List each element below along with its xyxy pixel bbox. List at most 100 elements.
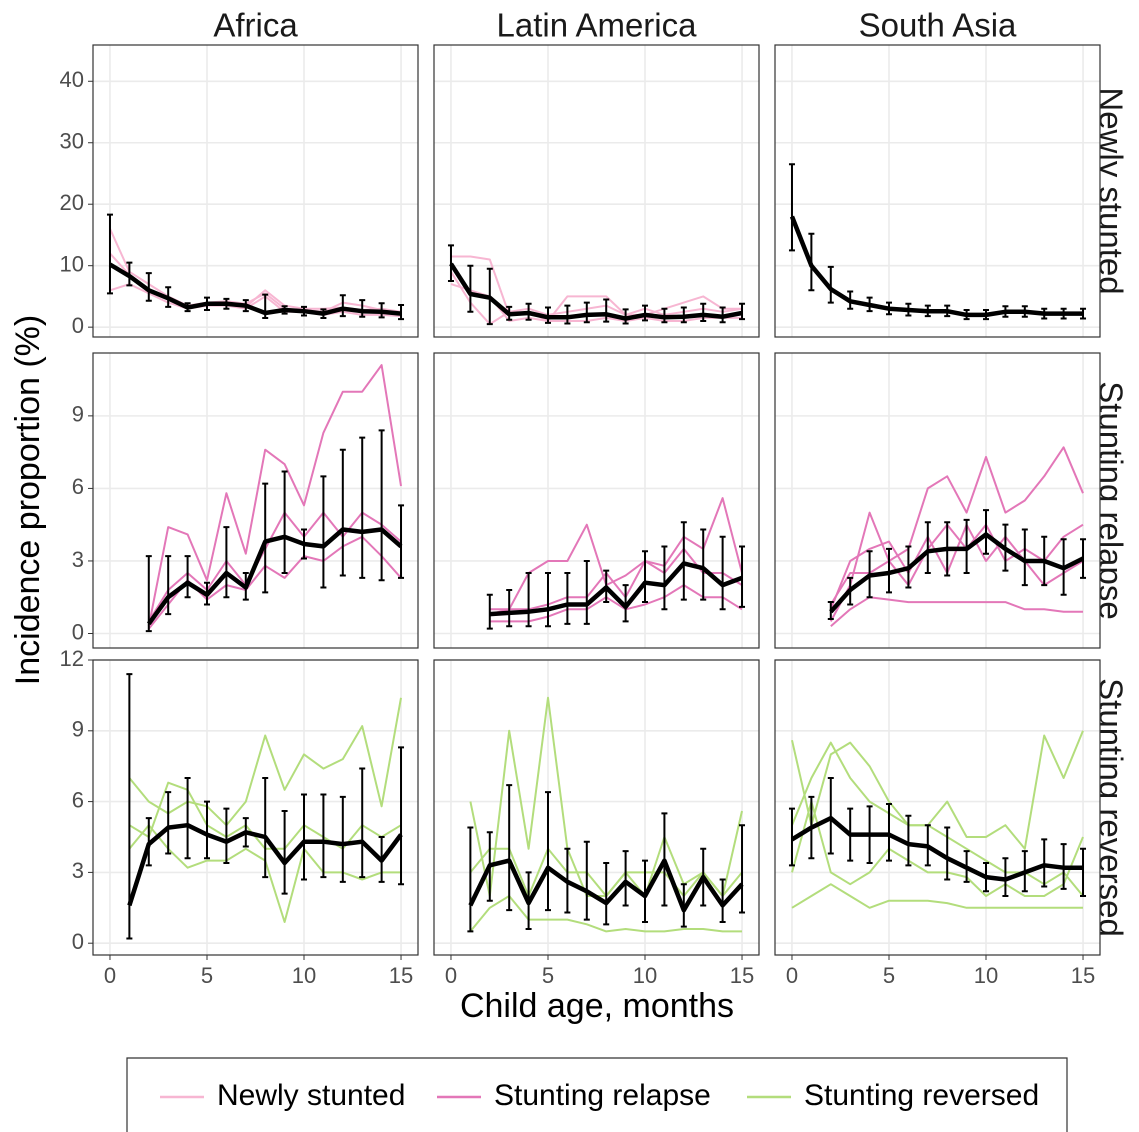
error-bar	[281, 470, 288, 575]
pooled-line	[790, 815, 1083, 882]
error-bar	[583, 559, 590, 625]
panel	[92, 659, 419, 956]
error-bar	[339, 294, 346, 318]
cohort-line	[147, 364, 402, 627]
error-bar	[885, 547, 892, 594]
error-bar	[106, 213, 113, 295]
error-bar	[603, 298, 610, 323]
error-bar	[622, 584, 629, 623]
panel	[92, 352, 419, 649]
pooled-line	[468, 858, 744, 913]
cohort-line	[829, 446, 1084, 622]
panel-border	[433, 659, 760, 956]
x-tick-label: 15	[1071, 963, 1095, 988]
panel-background	[775, 353, 1100, 648]
legend-label: Stunting relapse	[494, 1079, 711, 1112]
error-bar	[739, 302, 746, 321]
error-bar	[320, 475, 327, 589]
cohort-line	[489, 584, 743, 623]
pooled-line	[829, 532, 1085, 614]
y-tick-label: 3	[72, 547, 84, 572]
error-bar	[1080, 307, 1087, 320]
x-tick-label: 10	[633, 963, 657, 988]
column-label: Latin America	[497, 7, 698, 44]
panel-border	[774, 352, 1101, 649]
panel-border	[774, 659, 1101, 956]
error-bar	[145, 272, 152, 302]
error-bar	[905, 814, 912, 867]
error-bar	[827, 265, 834, 304]
error-bar	[506, 588, 513, 628]
error-bar	[359, 767, 366, 879]
error-bar	[622, 850, 629, 907]
panel	[433, 659, 760, 956]
panel-border	[92, 352, 419, 649]
cohort-line	[451, 255, 742, 322]
error-bar	[924, 521, 931, 575]
legend-label: Stunting reversed	[804, 1079, 1039, 1112]
pooled-line	[108, 262, 402, 316]
cohort-line	[791, 883, 1083, 909]
panel-background	[775, 660, 1100, 955]
panel-background	[93, 660, 418, 955]
panel-border	[774, 44, 1101, 338]
column-label: Africa	[213, 7, 298, 44]
panel	[774, 659, 1101, 956]
cohort-line	[128, 697, 402, 827]
x-tick-label: 10	[292, 963, 316, 988]
error-bar	[983, 509, 990, 555]
error-bar	[739, 545, 746, 608]
legend-label: Newly stunted	[217, 1079, 405, 1112]
x-tick-label: 5	[201, 963, 213, 988]
error-bar	[564, 304, 571, 325]
panel	[92, 44, 419, 338]
panel-border	[433, 352, 760, 649]
error-bar	[603, 861, 610, 926]
cohort-line	[791, 800, 1084, 897]
error-bar	[506, 784, 513, 912]
legend-box	[126, 1057, 1068, 1132]
pooled-line	[127, 822, 403, 907]
error-bar	[467, 264, 474, 313]
cohort-line	[830, 596, 1083, 627]
error-bar	[719, 878, 726, 923]
error-bar	[339, 448, 346, 577]
error-bar	[184, 555, 191, 599]
x-tick-label: 0	[786, 963, 798, 988]
x-tick-label: 0	[445, 963, 457, 988]
x-tick-label: 5	[883, 963, 895, 988]
error-bar	[320, 793, 327, 879]
pooled-line	[146, 527, 403, 626]
y-tick-label: 3	[72, 858, 84, 883]
panel-background	[775, 45, 1100, 337]
y-tick-label: 12	[60, 646, 84, 671]
error-bar	[700, 302, 707, 323]
error-bar	[1041, 838, 1048, 888]
error-bar	[126, 673, 133, 940]
error-bar	[583, 840, 590, 921]
cohort-line	[450, 271, 743, 326]
panel-border	[92, 44, 419, 338]
error-bar	[165, 555, 172, 616]
cohort-line	[147, 511, 402, 622]
error-bar	[223, 526, 230, 599]
y-tick-label: 0	[72, 929, 84, 954]
error-bar	[359, 436, 366, 579]
panel-border	[92, 659, 419, 956]
error-bar	[642, 859, 649, 923]
panel	[774, 352, 1101, 649]
panel	[774, 44, 1101, 338]
y-axis-title: Incidence proportion (%)	[9, 315, 47, 685]
pooled-line	[449, 262, 743, 321]
error-bar	[398, 746, 405, 886]
error-bar	[944, 826, 951, 881]
x-tick-label: 0	[104, 963, 116, 988]
error-bar	[1021, 528, 1028, 587]
error-bar	[661, 545, 668, 611]
panel	[433, 352, 760, 649]
cohort-line	[791, 730, 1084, 850]
error-bar	[544, 572, 551, 628]
y-tick-label: 6	[72, 787, 84, 812]
y-tick-label: 20	[60, 190, 84, 215]
